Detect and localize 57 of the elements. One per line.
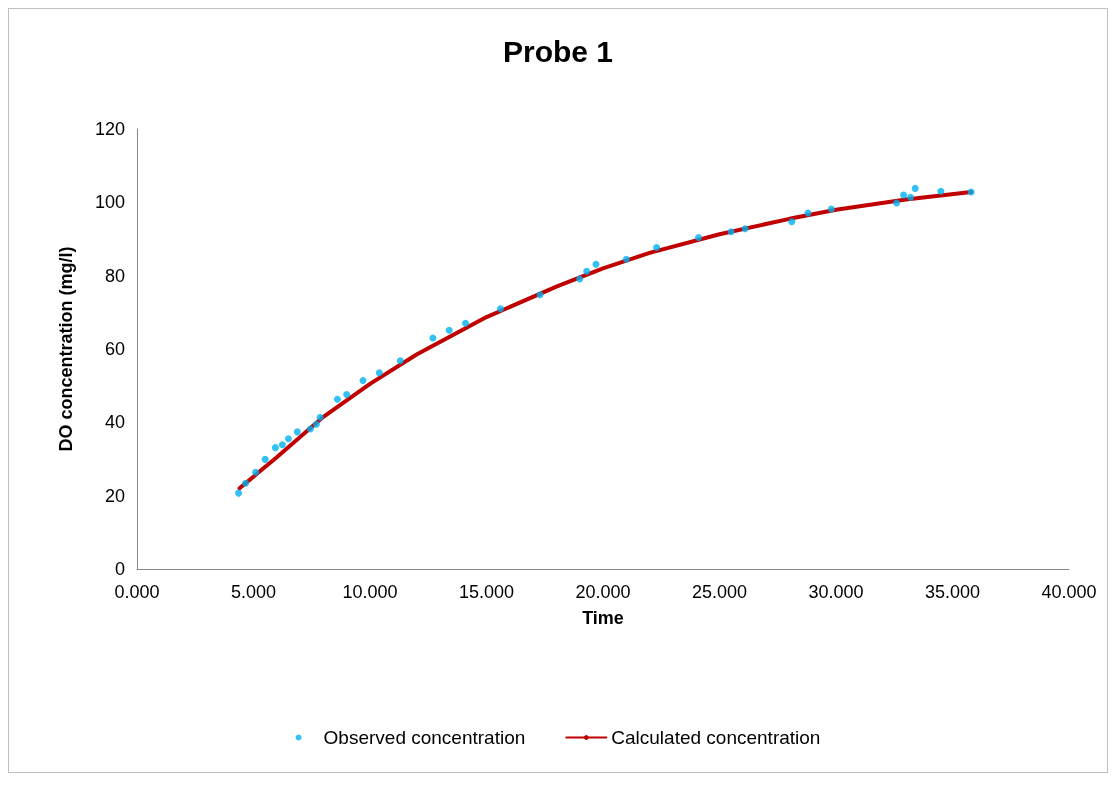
- point: [462, 319, 470, 327]
- x-tick-label: 30.000: [808, 582, 864, 602]
- x-tick-label: 5.000: [230, 582, 277, 602]
- point: [967, 188, 975, 196]
- y-tick-label: 0: [114, 559, 125, 579]
- y-tick-label: 100: [94, 192, 125, 213]
- legend-label: Calculated concentration: [611, 727, 821, 748]
- point: [271, 444, 279, 452]
- point: [827, 205, 835, 213]
- x-tick-label: 40.000: [1041, 582, 1097, 602]
- y-tick-label: 20: [104, 485, 125, 506]
- point: [622, 255, 630, 263]
- point: [375, 369, 383, 377]
- point: [312, 420, 320, 428]
- x-tick-label: 35.000: [924, 582, 981, 602]
- point: [306, 425, 314, 433]
- y-tick-label: 40: [104, 412, 125, 433]
- y-tick-label: 120: [94, 119, 125, 139]
- point: [907, 193, 915, 201]
- point: [396, 357, 404, 365]
- point: [343, 390, 351, 398]
- point: [284, 435, 292, 443]
- x-tick-label: 15.000: [458, 582, 515, 602]
- chart-title: Probe 1: [502, 34, 614, 68]
- x-axis-title: Time: [582, 608, 624, 628]
- x-tick-label: 25.000: [691, 582, 748, 602]
- point: [911, 184, 919, 192]
- point: [937, 187, 945, 195]
- point: [445, 326, 453, 334]
- x-tick-label: 0.000: [114, 582, 160, 602]
- point: [741, 225, 749, 233]
- x-tick-label: 10.000: [342, 582, 398, 602]
- point: [252, 468, 260, 476]
- point: [278, 441, 286, 449]
- point: [536, 291, 544, 299]
- point: [727, 228, 735, 236]
- point: [592, 260, 600, 268]
- point: [261, 455, 269, 463]
- point: [695, 234, 703, 242]
- point: [576, 275, 584, 283]
- point: [333, 395, 341, 403]
- point: [496, 305, 504, 313]
- y-axis-title: DO concentration (mg/l): [56, 246, 76, 452]
- point: [583, 267, 591, 275]
- point: [293, 428, 301, 436]
- legend-label: Observed concentration: [323, 727, 526, 748]
- point: [653, 243, 661, 251]
- x-tick-label: 20.000: [575, 582, 631, 602]
- point: [893, 199, 901, 207]
- point: [900, 191, 908, 199]
- point: [359, 377, 367, 385]
- point: [235, 489, 243, 497]
- point: [242, 479, 250, 487]
- point: [316, 413, 324, 421]
- y-tick-label: 60: [104, 339, 125, 359]
- y-tick-label: 80: [104, 265, 125, 286]
- point: [788, 218, 796, 226]
